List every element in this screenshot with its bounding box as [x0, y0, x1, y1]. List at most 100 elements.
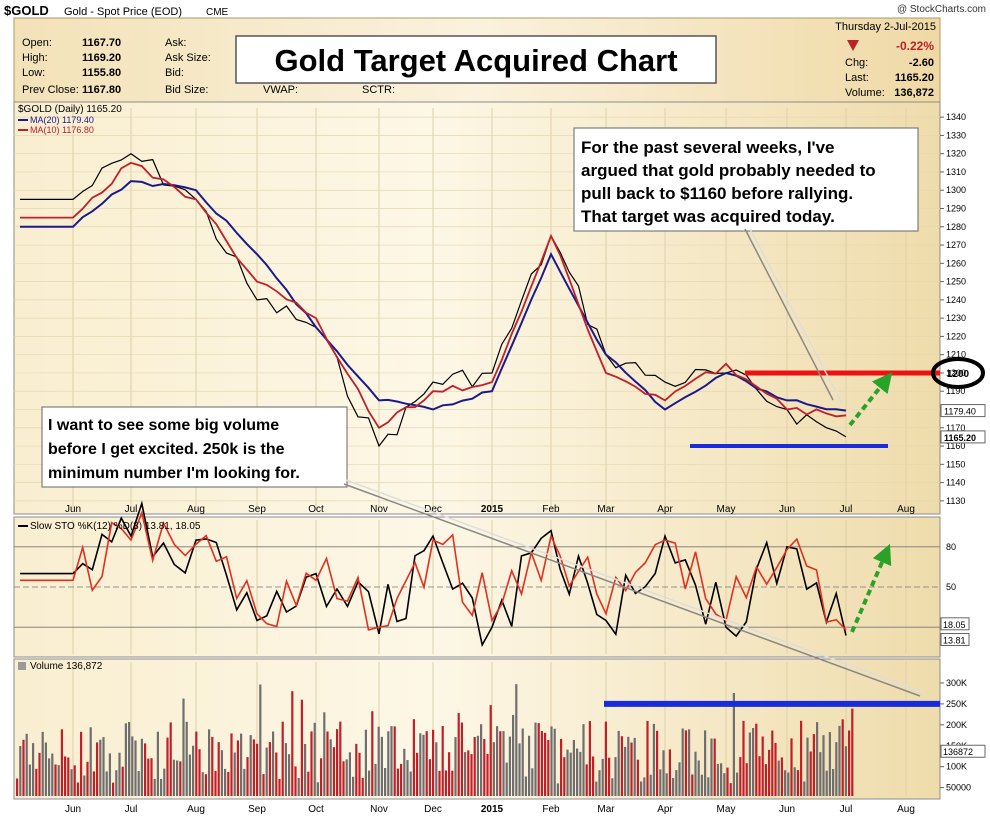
volume-bar: [112, 782, 115, 796]
price-y-tick-label: 1230: [946, 313, 966, 323]
volume-bar: [249, 735, 252, 796]
volume-bar: [713, 738, 716, 796]
volume-bar: [51, 753, 54, 796]
x-tick-label-volume: Feb: [542, 804, 560, 815]
volume-bar: [620, 736, 623, 796]
volume-bar: [566, 749, 569, 796]
volume-bar: [272, 731, 275, 796]
volume-bar: [649, 774, 652, 796]
volume-bar: [547, 740, 550, 796]
volume-bar: [102, 737, 105, 796]
volume-bar: [192, 745, 195, 796]
volume-bar: [812, 734, 815, 796]
volume-bar: [512, 715, 515, 796]
x-tick-label-volume: Mar: [597, 804, 615, 815]
volume-bar: [336, 729, 339, 796]
volume-bar: [524, 776, 527, 796]
volume-bar: [675, 770, 678, 796]
volume-bar: [851, 708, 854, 796]
volume-bar: [137, 771, 140, 796]
volume-bar: [214, 770, 217, 796]
volume-bar: [38, 752, 41, 796]
change-pct: -0.22%: [896, 39, 934, 53]
volume-bar: [409, 771, 412, 796]
volume-bar: [540, 731, 543, 796]
highlight-circle: [931, 356, 985, 389]
volume-bar: [259, 684, 262, 796]
volume-bar: [732, 693, 735, 796]
volume-bar: [131, 736, 134, 796]
x-tick-label-price: 2015: [481, 504, 504, 515]
volume-bar: [636, 759, 639, 796]
volume-bar: [412, 719, 415, 796]
volume-bar: [240, 733, 243, 796]
volume-bar: [86, 761, 89, 796]
volume-y-tick-label: 300K: [946, 678, 967, 688]
sctr-label: SCTR:: [362, 84, 395, 96]
volume-bar: [630, 742, 633, 796]
volume-bar: [419, 733, 422, 796]
x-tick-label-price: Jun: [779, 504, 795, 515]
volume-bar: [313, 722, 316, 796]
volume-bar: [822, 735, 825, 796]
volume-bar: [438, 770, 441, 796]
volume-bar: [25, 733, 28, 796]
volume-bar: [444, 770, 447, 796]
volume-bar: [470, 754, 473, 796]
volume-bar: [121, 766, 124, 796]
volume-bar: [339, 721, 342, 796]
volume-bar: [364, 729, 367, 796]
volume-bar: [422, 734, 425, 796]
x-tick-label-price: Oct: [308, 504, 324, 515]
ask-label: Ask:: [165, 37, 186, 49]
open-value: 1167.70: [82, 37, 121, 49]
volume-bar: [838, 725, 841, 796]
x-tick-label-volume: Apr: [657, 804, 673, 815]
volume-bar: [73, 765, 76, 796]
x-tick-label-volume: Jul: [125, 804, 138, 815]
volume-bar: [560, 738, 563, 796]
last-value: 1165.20: [895, 72, 934, 84]
volume-bar: [556, 783, 559, 796]
volume-bar: [432, 729, 435, 796]
legend-volume: Volume 136,872: [30, 661, 103, 672]
volume-bar: [806, 737, 809, 796]
ma20-price-tag: 1179.40: [944, 407, 976, 417]
x-tick-label-price: Jun: [65, 504, 81, 515]
annotation-top-right: For the past several weeks, I've argued …: [573, 127, 919, 232]
volume-bar: [448, 752, 451, 796]
volume-bar: [787, 772, 790, 796]
volume-bar: [803, 781, 806, 796]
volume-bar: [160, 778, 163, 796]
volume-bar: [457, 713, 460, 796]
volume-bar: [768, 749, 771, 796]
volume-bar: [809, 751, 812, 796]
prev-close-value: 1167.80: [82, 84, 121, 96]
volume-bar: [217, 742, 220, 796]
volume-bar: [777, 760, 780, 796]
volume-bar: [124, 723, 127, 796]
volume-bar: [665, 773, 668, 796]
volume-bar: [515, 684, 518, 796]
volume-bar: [281, 721, 284, 796]
ma20-line: [20, 180, 847, 412]
volume-bar: [582, 724, 585, 796]
low-label: Low:: [22, 67, 45, 79]
volume-bar: [268, 742, 271, 796]
volume-bar: [326, 731, 329, 796]
volume-bar: [224, 768, 227, 796]
volume-bar: [140, 738, 143, 796]
volume-bar: [704, 730, 707, 796]
volume-bar: [604, 721, 607, 796]
price-y-tick-label: 1250: [946, 277, 966, 287]
price-lines: [20, 152, 847, 448]
price-y-tick-label: 1270: [946, 240, 966, 250]
volume-bar: [454, 737, 457, 796]
volume-bar: [476, 735, 479, 796]
x-tick-label-volume: Aug: [187, 804, 205, 815]
x-tick-label-volume: Jul: [840, 804, 853, 815]
volume-bar: [236, 740, 239, 796]
volume-bar: [780, 757, 783, 796]
volume-bar: [147, 758, 150, 796]
